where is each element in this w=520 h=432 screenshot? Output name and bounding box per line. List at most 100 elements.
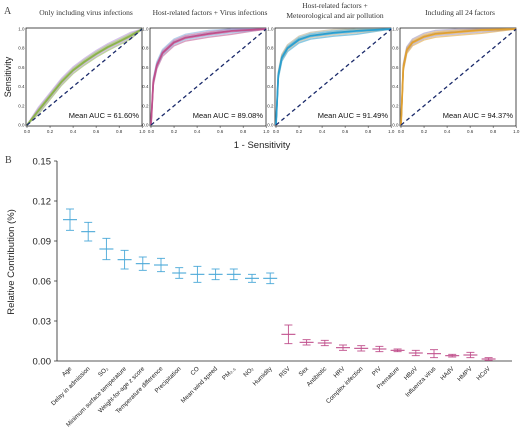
x-tick-label: 1.0 (513, 129, 520, 134)
errorbar-mark (208, 268, 223, 281)
x-tick-label: 0.6 (217, 129, 224, 134)
y-tick-label: 0.2 (392, 103, 399, 108)
x-category-label: HAdV (439, 365, 456, 382)
x-tick-label: 0.2 (296, 129, 303, 134)
y-tick-label: 0.8 (392, 46, 399, 51)
errorbar-mark (463, 351, 478, 359)
roc-fold-curve (26, 28, 143, 126)
roc-subplot-1: Only including virus infections 0.0 0.2 0.4… (18, 8, 146, 134)
x-category-label: NO₂ (242, 365, 256, 379)
y-tick-label: 0.09 (33, 237, 52, 248)
chance-line (150, 28, 267, 126)
y-tick-label: 0.0 (392, 123, 399, 128)
y-tick-label: 0.6 (267, 65, 274, 70)
x-tick-label: 0.4 (444, 129, 451, 134)
roc-mean-curve (400, 28, 517, 126)
chance-line (275, 28, 392, 126)
roc-fold-curve (26, 28, 143, 126)
roc-subplot-4: Including all 24 factors 0.0 0.2 0.4 0.6 0.8 1… (392, 8, 520, 134)
y-tick-label: 0.2 (142, 103, 149, 108)
subplot-title: Only including virus infections (39, 8, 133, 17)
panel-a-ylabel: Sensitivity (3, 56, 13, 97)
roc-mean-curve (150, 28, 267, 126)
x-category-label: PIV (371, 365, 384, 378)
panel-b-ylabel: Relative Contribution (%) (6, 209, 17, 315)
roc-mean-curve (275, 28, 392, 126)
x-tick-label: 0.8 (240, 129, 247, 134)
roc-subplot-2: Host-related factors + Virus infections 0… (142, 8, 270, 134)
y-tick-label: 0.2 (267, 103, 274, 108)
errorbar-mark (117, 249, 132, 270)
auc-annotation: Mean AUC = 89.08% (193, 111, 264, 120)
subplot-title: Host-related factors + Virus infections (153, 8, 268, 17)
y-tick-label: 0.8 (18, 46, 25, 51)
errorbar-mark (226, 268, 241, 281)
x-category-label: Age (61, 365, 74, 378)
panel-label-b: B (5, 155, 12, 166)
roc-fold-curve (26, 28, 143, 126)
y-tick-label: 1.0 (142, 27, 149, 32)
x-tick-label: 0.6 (93, 129, 100, 134)
chance-line (400, 28, 517, 126)
errorbar-mark (245, 273, 259, 283)
errorbar-mark (317, 339, 332, 347)
x-tick-label: 0.6 (467, 129, 474, 134)
subplot-title: Meteorological and air pollution (286, 11, 384, 20)
errorbar-mark (354, 345, 369, 352)
x-tick-label: 0.4 (70, 129, 77, 134)
x-tick-label: 0.2 (47, 129, 54, 134)
y-tick-label: 1.0 (267, 27, 274, 32)
x-tick-label: 0.8 (365, 129, 372, 134)
errorbar-mark (190, 265, 205, 283)
errorbar-mark (481, 357, 496, 361)
x-tick-label: 0.0 (24, 129, 31, 134)
errorbar-mark (154, 257, 168, 273)
x-tick-label: 0.0 (398, 129, 405, 134)
y-tick-label: 0.6 (392, 65, 399, 70)
x-tick-label: 0.4 (194, 129, 201, 134)
y-tick-label: 0.4 (267, 84, 274, 89)
y-tick-label: 0.4 (392, 84, 399, 89)
errorbar-mark (336, 344, 350, 351)
x-category-label: HRV (332, 365, 347, 380)
x-category-label: CO (189, 365, 201, 377)
x-tick-label: 0.8 (116, 129, 123, 134)
panel-a-xlabel: 1 - Sensitivity (234, 140, 291, 151)
x-tick-label: 0.0 (273, 129, 280, 134)
errorbar-mark (427, 349, 441, 359)
x-category-label: RSV (278, 365, 293, 380)
y-tick-label: 0.0 (142, 123, 149, 128)
errorbar-mark (99, 237, 114, 261)
subplot-title: Including all 24 factors (425, 8, 495, 17)
errorbar-mark (81, 221, 96, 242)
y-tick-label: 1.0 (392, 27, 399, 32)
errorbar-mark (135, 256, 150, 271)
errorbar-mark (445, 353, 460, 358)
x-tick-label: 1.0 (263, 129, 270, 134)
x-tick-label: 0.2 (171, 129, 178, 134)
x-tick-label: 0.4 (319, 129, 326, 134)
roc-mean-curve (26, 28, 143, 126)
x-category-label: PM₂.₅ (221, 365, 238, 382)
errorbar-mark (390, 348, 405, 353)
errorbar-mark (281, 324, 296, 345)
x-tick-label: 0.8 (490, 129, 497, 134)
errorbar-mark (63, 208, 77, 231)
x-category-label: Antibiotic (306, 365, 329, 388)
y-tick-label: 0.0 (18, 123, 25, 128)
errorbar-mark (172, 267, 187, 279)
x-tick-label: 1.0 (388, 129, 395, 134)
y-tick-label: 0.8 (267, 46, 274, 51)
auc-annotation: Mean AUC = 94.37% (443, 111, 514, 120)
y-tick-label: 0.8 (142, 46, 149, 51)
x-tick-label: 0.2 (421, 129, 428, 134)
x-tick-label: 1.0 (139, 129, 146, 134)
roc-subplot-3: Host-related factors +Meteorological and… (267, 1, 395, 134)
x-category-label: Humidity (252, 365, 275, 388)
x-tick-label: 0.0 (148, 129, 155, 134)
panel-label-a: A (4, 6, 12, 17)
errorbar-mark (263, 272, 278, 285)
errorbar-mark (408, 349, 423, 357)
